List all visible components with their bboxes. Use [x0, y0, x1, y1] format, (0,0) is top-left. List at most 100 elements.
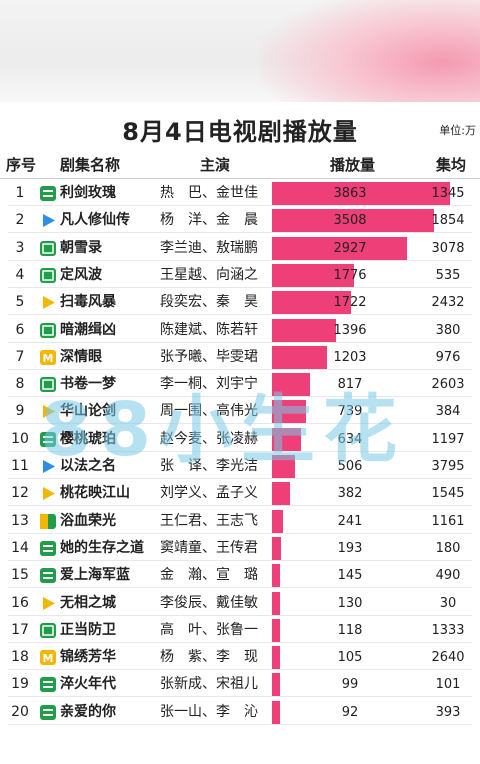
- rank-cell: 12: [11, 485, 29, 502]
- cast-cell: 王星越、向涵之: [160, 266, 258, 283]
- yellow-m-icon: M: [40, 349, 56, 365]
- cast-cell: 金 瀚、宣 璐: [160, 567, 258, 584]
- bar-plays: [272, 263, 354, 287]
- drama-name: 利剑玫瑰: [60, 185, 116, 201]
- drama-name: 定风波: [60, 266, 102, 283]
- cast-cell: 高 叶、张鲁一: [160, 621, 258, 638]
- avg-cell: 2640: [431, 650, 465, 666]
- rank-cell: 4: [15, 266, 25, 283]
- rank-cell: 13: [11, 512, 29, 529]
- table-row: 13 浴血荣光 王仁君、王志飞 241 1161: [0, 509, 480, 534]
- bar-plays: [272, 209, 434, 233]
- row-divider: [8, 478, 472, 479]
- row-divider: [8, 587, 472, 589]
- avg-cell: 1854: [431, 213, 465, 229]
- green-lines-icon: [40, 568, 56, 584]
- bar-plays: [272, 536, 281, 560]
- row-divider: [8, 532, 472, 534]
- plays-value: 145: [337, 568, 363, 584]
- rank-cell: 19: [11, 676, 29, 693]
- avg-cell: 393: [435, 704, 461, 720]
- green-box-icon: [40, 622, 56, 638]
- row-divider: [8, 314, 472, 316]
- header-divider: [0, 178, 480, 179]
- row-divider: [8, 423, 472, 425]
- blue-arrow-icon: [40, 459, 56, 474]
- column-header-drama: 剧集名称: [60, 156, 121, 174]
- column-header-rank: 序号: [6, 156, 37, 174]
- bar-plays: [272, 373, 310, 397]
- avg-cell: 380: [435, 322, 461, 338]
- green-box-icon: [40, 322, 56, 338]
- row-divider: [8, 559, 472, 561]
- row-divider: [8, 232, 472, 234]
- drama-name: 书卷一梦: [60, 376, 116, 393]
- rank-cell: 5: [15, 294, 25, 311]
- rank-cell: 18: [11, 649, 29, 666]
- avg-cell: 976: [435, 349, 461, 365]
- play-icon: [40, 404, 56, 419]
- green-box-icon: [40, 267, 56, 283]
- bar-plays: [272, 618, 280, 642]
- plays-value: 506: [337, 459, 363, 474]
- plays-value: 1203: [333, 349, 367, 365]
- plays-value: 92: [341, 704, 359, 720]
- avg-cell: 2603: [431, 377, 465, 393]
- bar-plays: [272, 509, 284, 533]
- plays-value: 193: [337, 540, 363, 556]
- plays-value: 817: [337, 377, 363, 393]
- bar-plays: [272, 427, 302, 451]
- plays-value: 241: [337, 513, 363, 529]
- bar-plays: [272, 236, 407, 260]
- cast-cell: 张新成、宋祖儿: [160, 676, 258, 693]
- avg-cell: 1345: [431, 186, 465, 201]
- drama-name: 华山论剑: [60, 403, 116, 420]
- cast-cell: 窦靖童、王传君: [160, 539, 258, 556]
- play-icon: [40, 486, 56, 501]
- avg-cell: 1161: [431, 513, 465, 529]
- cast-cell: 周一围、高伟光: [160, 403, 258, 420]
- row-divider: [8, 259, 472, 261]
- rank-cell: 6: [15, 321, 25, 338]
- chart-title: 8月4日电视剧播放量: [122, 118, 358, 146]
- avg-cell: 384: [435, 404, 461, 420]
- cast-cell: 段奕宏、秦 昊: [160, 294, 258, 311]
- plays-value: 739: [337, 404, 363, 420]
- cast-cell: 李兰迪、敖瑞鹏: [160, 239, 258, 256]
- plays-value: 130: [337, 595, 363, 611]
- svg-text:M: M: [43, 652, 54, 665]
- rank-cell: 10: [11, 430, 29, 447]
- drama-name: 暗潮缉凶: [60, 321, 116, 338]
- avg-cell: 2432: [431, 295, 465, 311]
- table-row: 15 爱上海军蓝 金 瀚、宣 璐 145 490: [0, 563, 480, 589]
- green-lines-icon: [40, 540, 56, 556]
- table-row: 14 她的生存之道 窦靖童、王传君 193 180: [0, 536, 480, 561]
- drama-name: 淬火年代: [60, 676, 116, 693]
- green-lines-icon: [40, 677, 56, 693]
- cast-cell: 刘学义、孟子义: [160, 485, 258, 502]
- rank-cell: 2: [15, 212, 25, 229]
- column-header-avg: 集均: [436, 156, 467, 174]
- bar-plays: [272, 673, 280, 697]
- header-banner: [0, 0, 480, 102]
- avg-cell: 180: [435, 540, 461, 556]
- rank-cell: 16: [11, 594, 29, 611]
- cast-cell: 陈建斌、陈若轩: [160, 321, 258, 338]
- row-divider: [8, 696, 472, 698]
- table-row: 12 桃花映江山 刘学义、孟子义 382 1545: [0, 481, 480, 507]
- table-row: 17 正当防卫 高 叶、张鲁一 118 1333: [0, 618, 480, 643]
- green-lines-icon: [40, 431, 56, 447]
- table-row: 6 暗潮缉凶 陈建斌、陈若轩 1396 380: [0, 318, 480, 343]
- bar-plays: [272, 646, 280, 670]
- green-yellow-icon: [40, 513, 56, 529]
- green-box-icon: [40, 377, 56, 393]
- bar-plays: [272, 400, 307, 424]
- table-row: 11 以法之名 张 译、李光洁 506 3795: [0, 454, 480, 479]
- row-divider: [8, 505, 472, 507]
- table-row: 3 朝雪录 李兰迪、敖瑞鹏 2927 3078: [0, 236, 480, 261]
- cast-cell: 杨 紫、李 现: [160, 649, 258, 666]
- avg-cell: 101: [435, 677, 461, 693]
- avg-cell: 30: [439, 595, 457, 611]
- rank-cell: 17: [11, 621, 29, 638]
- drama-name: 桃花映江山: [60, 485, 130, 502]
